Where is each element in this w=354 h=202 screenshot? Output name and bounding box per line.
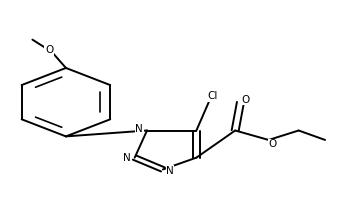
Text: Cl: Cl [207,91,217,101]
Text: O: O [268,139,276,149]
Text: N: N [123,153,131,163]
Text: N: N [166,166,174,176]
Text: O: O [242,95,250,105]
Text: O: O [45,45,53,55]
Text: N: N [135,124,143,134]
